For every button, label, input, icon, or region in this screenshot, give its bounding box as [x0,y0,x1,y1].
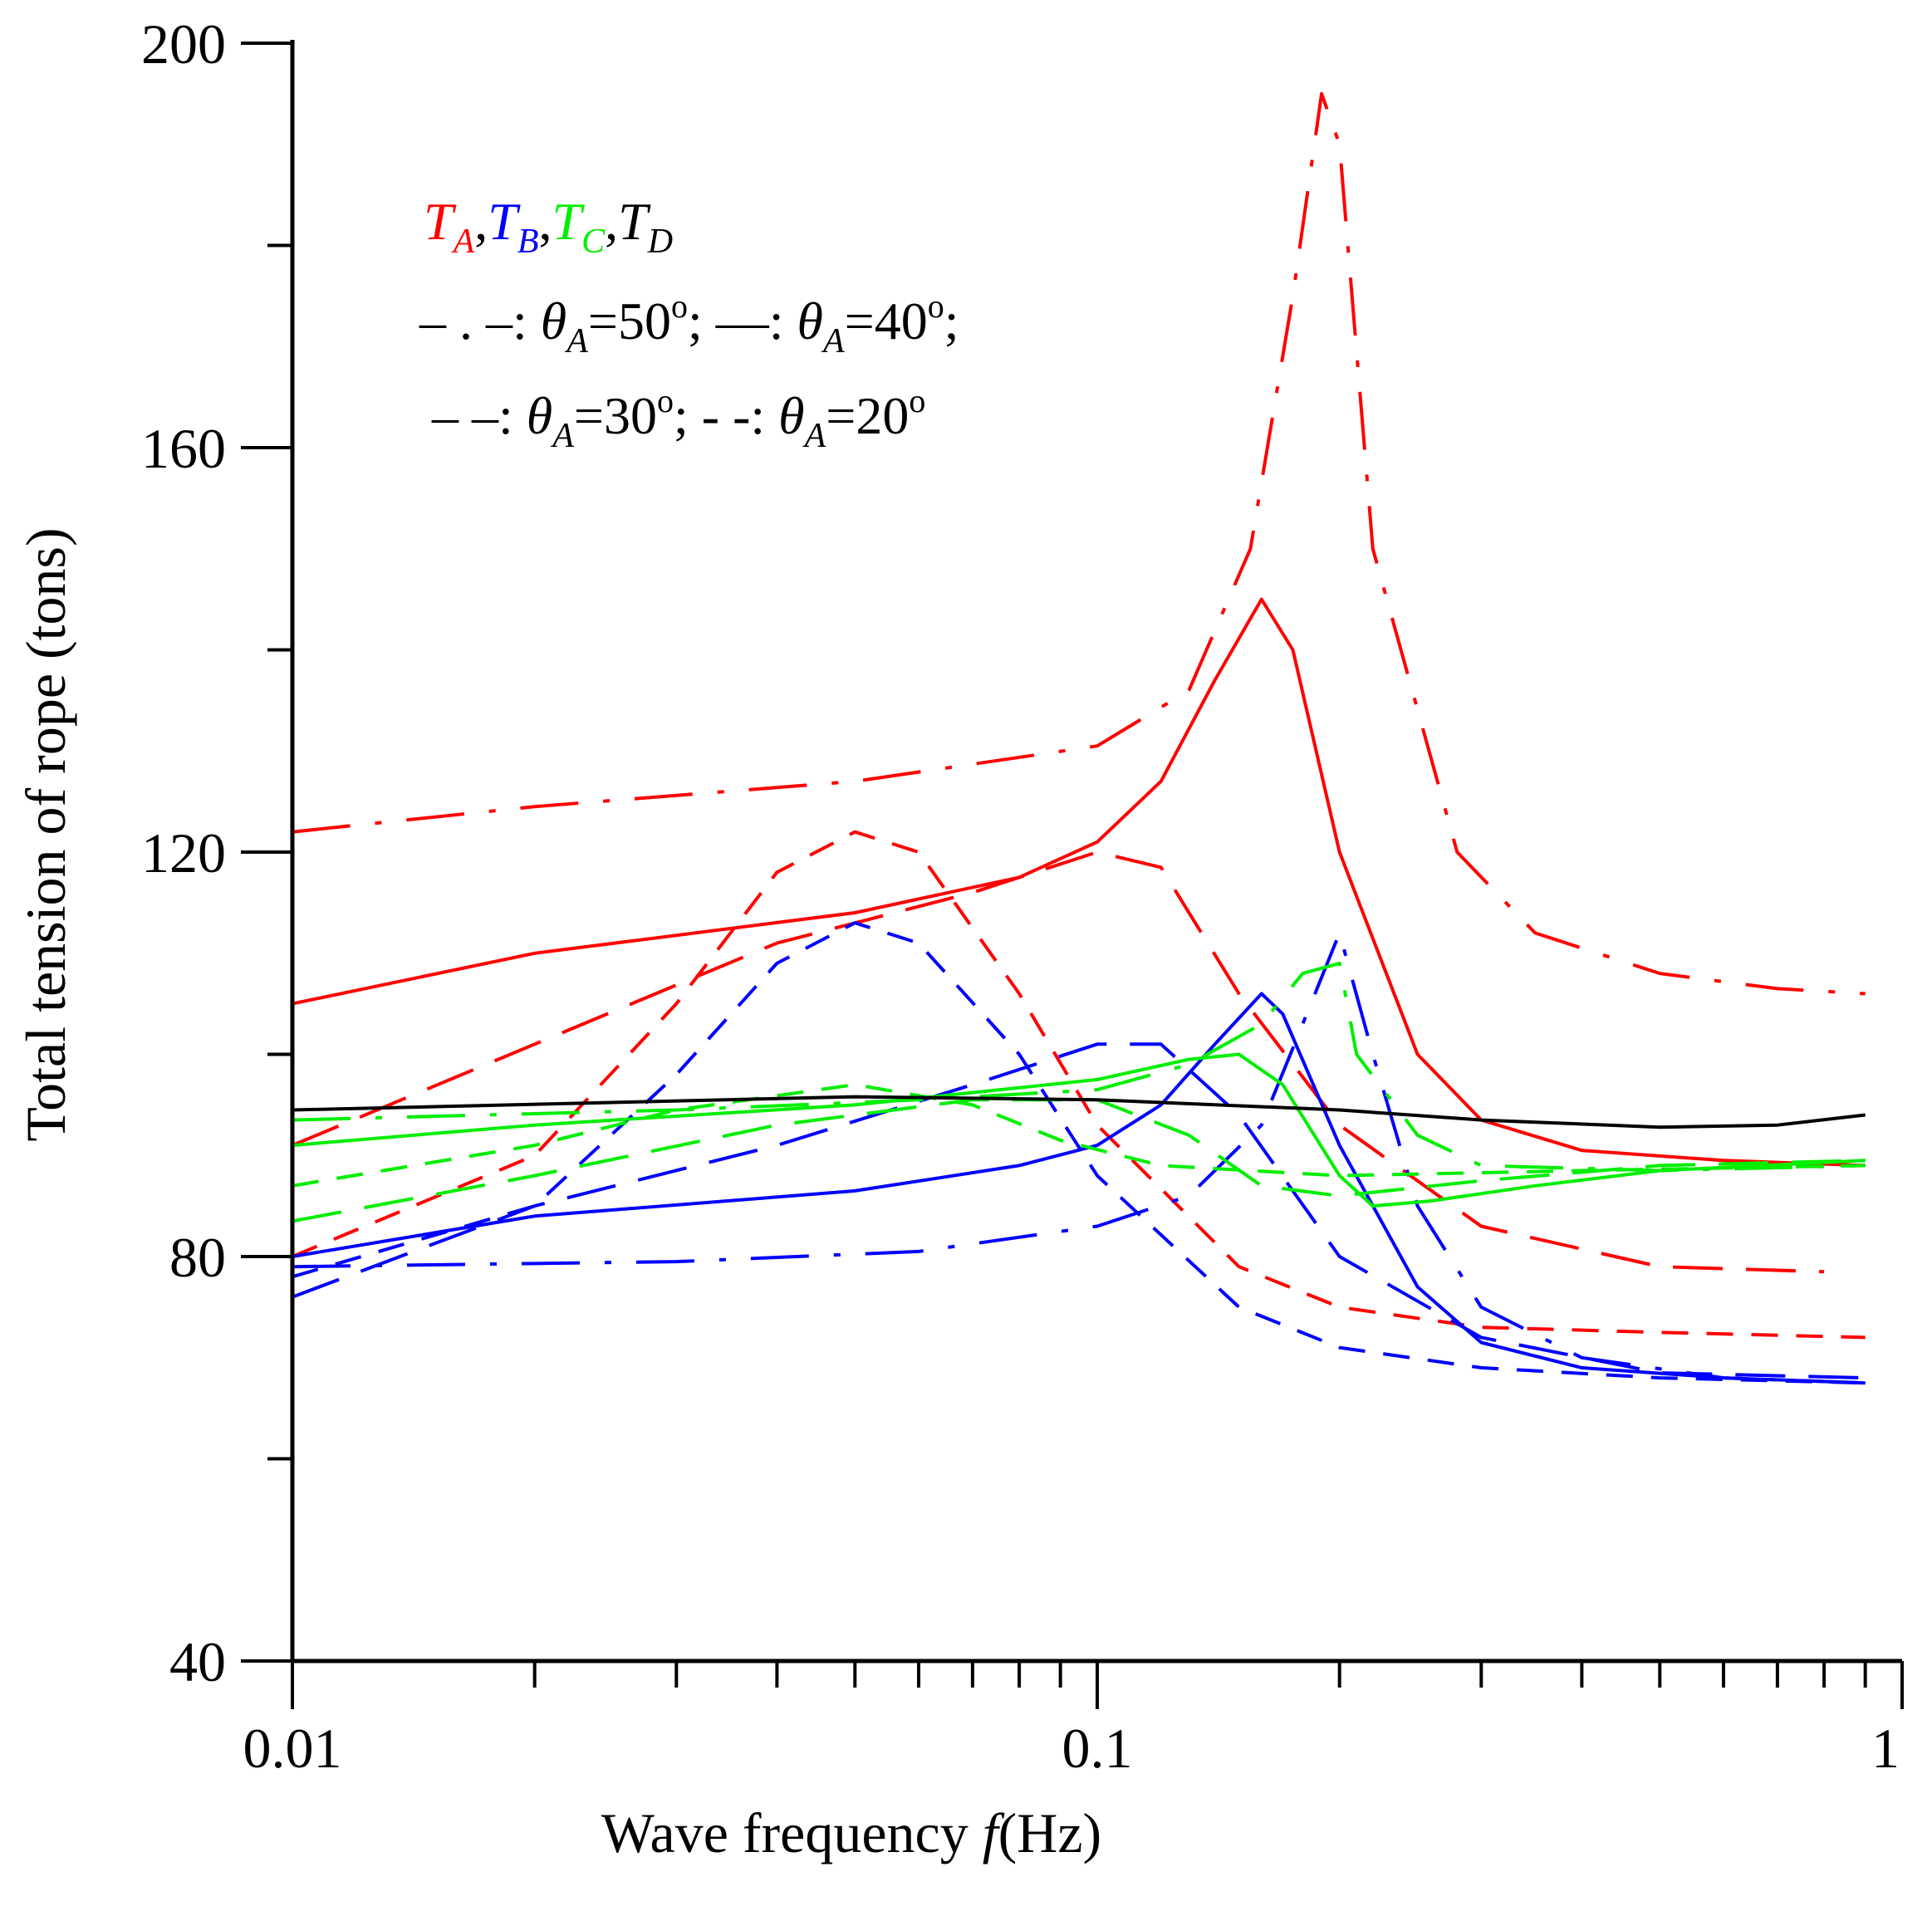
legend-marker-30: – –: [431,386,527,445]
x-tick-label: 0.1 [1062,1717,1133,1780]
legend: TA,TB,TC,TD – . –: θA=50o; —: θA=40o; – –:… [419,192,959,455]
legend-angle-value-50: =50 [588,292,671,350]
series-line-6 [292,1042,1866,1380]
legend-marker-40: —: [715,292,797,350]
y-tick-label: 200 [141,12,226,76]
legend-tension-symbol: T [618,192,651,251]
legend-tension-subscript: A [451,223,475,261]
legend-tension-row: TA,TB,TC,TD [424,192,673,261]
y-axis-title: Total tension of rope (tons) [14,527,77,1141]
legend-tension-symbol: T [552,192,586,251]
y-tick-label: 160 [141,417,226,480]
tick-labels: 40 80 120 160 200 0.01 0.1 1 [141,12,1900,1780]
legend-angle-row-1: – . –: θA=50o; —: θA=40o; [419,287,959,360]
legend-marker-20: - -: [702,386,778,445]
series-line-11 [292,1083,1866,1188]
legend-angle-value-30: =30 [574,386,657,445]
x-tick-label: 0.01 [243,1717,342,1780]
series-line-10 [292,1098,1866,1223]
legend-angle-row-2: – –: θA=30o; - -: θA=20o [431,382,925,455]
series-line-3 [292,830,1866,1340]
series-line-4 [292,931,1866,1385]
series-line-2 [292,850,1825,1274]
legend-marker-50: – . –: [419,292,541,350]
series-line-9 [292,1052,1866,1208]
y-tick-label: 80 [169,1226,226,1289]
x-tick-label: 1 [1871,1717,1900,1780]
series-line-8 [292,961,1866,1173]
y-tick-label: 120 [141,821,226,884]
series-line-5 [292,992,1866,1385]
y-tick-label: 40 [169,1630,226,1693]
series-line-0 [292,91,1866,996]
series-layer [292,91,1866,1385]
series-line-1 [292,597,1866,1168]
series-line-12 [292,1095,1866,1129]
legend-tension-symbol: T [488,192,521,251]
series-line-7 [292,921,1866,1385]
legend-tension-subscript: C [581,223,606,261]
x-axis-title: Wave frequency f(Hz) [601,1801,1101,1864]
legend-tension-subscript: B [517,223,539,261]
legend-angle-value-20: =20 [826,386,909,445]
legend-tension-subscript: D [647,223,673,261]
axes [241,40,1904,1709]
legend-tension-symbol: T [424,192,457,251]
legend-angle-value-40: =40 [845,292,928,350]
